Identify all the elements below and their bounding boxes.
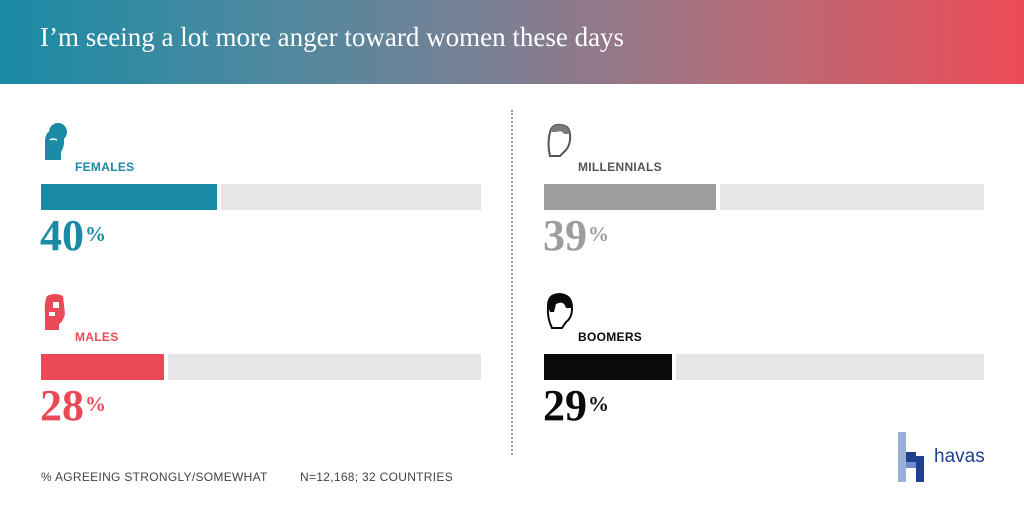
bar-track-males bbox=[41, 354, 481, 380]
panel-males: MALES 28% bbox=[40, 292, 481, 442]
bar-track-boomers bbox=[544, 354, 984, 380]
chart-title: I’m seeing a lot more anger toward women… bbox=[40, 22, 625, 52]
value-millennials: 39% bbox=[543, 214, 609, 258]
header-banner: I’m seeing a lot more anger toward women… bbox=[0, 0, 1024, 84]
label-females: FEMALES bbox=[75, 160, 135, 174]
panel-boomers: BOOMERS 29% bbox=[543, 292, 984, 442]
value-females-unit: % bbox=[85, 222, 106, 246]
value-males-unit: % bbox=[85, 392, 106, 416]
boomer-head-icon bbox=[546, 292, 574, 329]
bar-track-females bbox=[41, 184, 481, 210]
bar-millennials bbox=[544, 184, 716, 210]
value-boomers-number: 29 bbox=[543, 381, 587, 430]
panel-females: FEMALES 40% bbox=[40, 122, 481, 272]
label-males: MALES bbox=[75, 330, 119, 344]
havas-logo-text: havas bbox=[934, 446, 985, 467]
value-females-number: 40 bbox=[40, 211, 84, 260]
footer-note: % AGREEING STRONGLY/SOMEWHAT bbox=[41, 470, 268, 484]
panel-millennials: MILLENNIALS 39% bbox=[543, 122, 984, 272]
bar-track-millennials bbox=[544, 184, 984, 210]
bar-remainder-males bbox=[168, 354, 481, 380]
label-millennials: MILLENNIALS bbox=[578, 160, 662, 174]
value-males: 28% bbox=[40, 384, 106, 428]
female-head-icon bbox=[45, 123, 67, 160]
value-boomers-unit: % bbox=[588, 392, 609, 416]
havas-logo-mark bbox=[898, 432, 924, 482]
column-divider bbox=[511, 110, 513, 455]
value-males-number: 28 bbox=[40, 381, 84, 430]
millennial-head-icon bbox=[547, 123, 572, 157]
bar-boomers bbox=[544, 354, 672, 380]
label-boomers: BOOMERS bbox=[578, 330, 643, 344]
value-millennials-unit: % bbox=[588, 222, 609, 246]
value-females: 40% bbox=[40, 214, 106, 258]
value-millennials-number: 39 bbox=[543, 211, 587, 260]
bar-remainder-boomers bbox=[676, 354, 984, 380]
footer-sample: N=12,168; 32 COUNTRIES bbox=[300, 470, 453, 484]
male-head-icon bbox=[44, 294, 65, 330]
havas-logo: havas bbox=[898, 432, 988, 482]
bar-males bbox=[41, 354, 164, 380]
value-boomers: 29% bbox=[543, 384, 609, 428]
bar-remainder-females bbox=[221, 184, 481, 210]
bar-remainder-millennials bbox=[720, 184, 984, 210]
bar-females bbox=[41, 184, 217, 210]
